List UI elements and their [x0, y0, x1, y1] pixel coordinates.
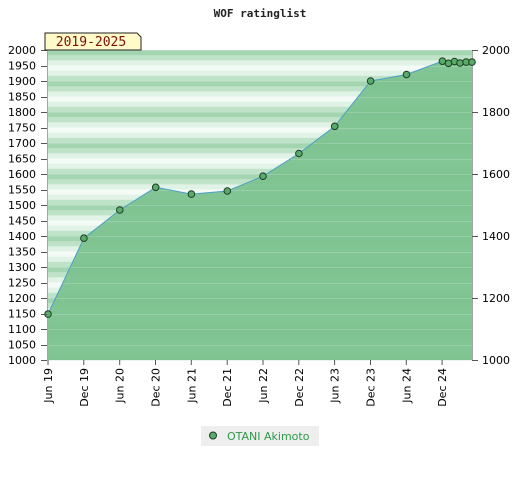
data-point — [330, 122, 339, 131]
left-tick-label: 1800 — [8, 106, 36, 119]
band — [48, 137, 472, 144]
right-axis-ticks: 1000 1200 1400 1600 1800 2000 — [472, 44, 510, 367]
right-tick-label: 1200 — [482, 292, 510, 305]
left-tick-label: 1500 — [8, 199, 36, 212]
data-point — [366, 77, 375, 85]
legend-marker — [209, 431, 217, 440]
band — [48, 143, 472, 149]
band — [48, 117, 472, 123]
left-tick-label: 1950 — [8, 60, 36, 73]
right-tick-label: 1000 — [482, 354, 510, 367]
chart-title: WOF ratinglist — [214, 7, 307, 20]
data-point — [295, 149, 303, 158]
left-tick-label: 1450 — [8, 215, 36, 228]
x-tick-label: Dec 22 — [293, 368, 306, 407]
left-tick-label: 1600 — [8, 168, 36, 181]
period-badge: 2019-2025 — [44, 32, 142, 51]
left-tick-label: 1200 — [8, 292, 36, 305]
left-tick-label: 1150 — [8, 308, 36, 321]
x-tick-label: Dec 20 — [150, 368, 163, 407]
band — [48, 81, 472, 87]
period-badge-label: 2019-2025 — [56, 35, 126, 50]
right-tick-label: 1800 — [482, 106, 510, 119]
data-point — [80, 234, 88, 242]
right-tick-label: 1400 — [482, 230, 510, 243]
band — [48, 168, 472, 175]
band — [48, 106, 472, 113]
left-tick-label: 1700 — [8, 137, 36, 150]
band — [48, 60, 472, 66]
x-tick-label: Jun 20 — [114, 368, 127, 404]
band — [48, 96, 472, 103]
data-point — [456, 59, 464, 67]
left-tick-label: 2000 — [8, 44, 36, 57]
left-tick-label: 1850 — [8, 91, 36, 104]
left-axis-ticks: 1000 1050 1100 1150 1200 1250 1300 1350 1400 1450… — [8, 44, 47, 367]
right-tick-label: 1600 — [482, 168, 510, 181]
band — [48, 148, 472, 154]
data-point — [402, 70, 411, 79]
left-tick-label: 1050 — [8, 339, 36, 352]
band — [48, 158, 472, 165]
x-tick-label: Jun 24 — [400, 368, 413, 404]
left-tick-label: 1400 — [8, 230, 36, 243]
band — [48, 153, 472, 159]
band — [48, 91, 472, 97]
data-point — [468, 58, 476, 66]
x-tick-label: Dec 19 — [78, 368, 91, 407]
rating-area — [48, 61, 472, 360]
right-tick-label: 2000 — [482, 44, 510, 57]
x-tick-label: Dec 24 — [436, 368, 449, 407]
x-tick-label: Jun 23 — [329, 368, 342, 404]
band — [48, 55, 472, 61]
data-point — [259, 172, 267, 180]
x-axis-ticks: Jun 19 Dec 19 Jun 20 Dec 20 Jun 21 Dec 21 Jun … — [42, 360, 449, 407]
x-tick-label: Dec 21 — [221, 368, 234, 407]
left-tick-label: 1900 — [8, 75, 36, 88]
band — [48, 101, 472, 108]
left-tick-label: 1350 — [8, 246, 36, 259]
left-tick-label: 1100 — [8, 323, 36, 336]
left-tick-label: 1750 — [8, 122, 36, 135]
left-tick-label: 1650 — [8, 153, 36, 166]
band — [48, 65, 472, 72]
period-badge-box — [44, 32, 142, 51]
band — [48, 132, 472, 139]
data-point — [223, 187, 232, 195]
data-point — [151, 183, 160, 192]
band — [48, 75, 472, 82]
left-tick-label: 1550 — [8, 184, 36, 197]
left-tick-label: 1000 — [8, 354, 36, 367]
data-point — [116, 206, 124, 214]
band — [48, 50, 472, 56]
gridlines — [48, 50, 472, 361]
data-points — [44, 57, 476, 318]
band — [48, 163, 472, 170]
x-tick-label: Jun 22 — [257, 368, 270, 404]
x-tick-label: Jun 21 — [185, 368, 198, 404]
band — [48, 127, 472, 134]
data-point — [187, 190, 196, 198]
band — [48, 70, 472, 77]
legend[interactable]: OTANI Akimoto — [201, 426, 319, 446]
band — [48, 86, 472, 92]
x-tick-label: Jun 19 — [42, 368, 55, 404]
legend-box — [201, 426, 319, 446]
legend-label: OTANI Akimoto — [227, 430, 310, 443]
left-tick-label: 1300 — [8, 261, 36, 274]
band — [48, 112, 472, 118]
left-tick-label: 1250 — [8, 277, 36, 290]
band — [48, 122, 472, 128]
x-tick-label: Dec 23 — [365, 368, 378, 407]
